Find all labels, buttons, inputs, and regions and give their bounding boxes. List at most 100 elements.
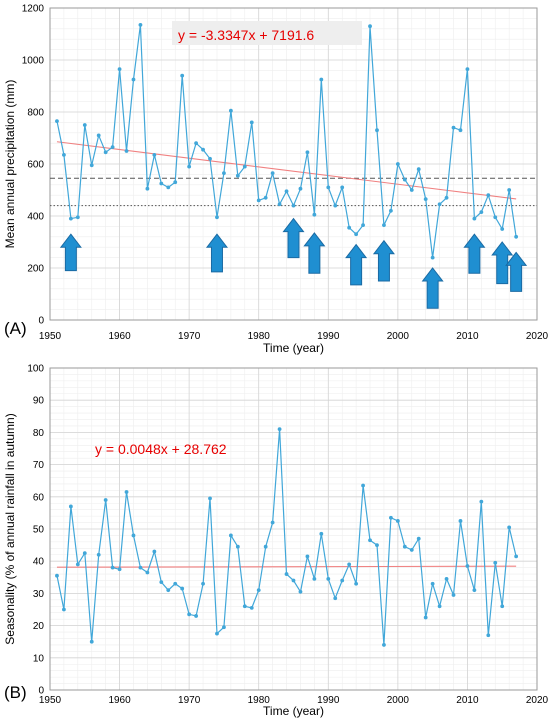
data-point (68, 216, 73, 221)
x-tick-label: 1990 (317, 695, 340, 706)
data-point (96, 133, 101, 138)
data-point (312, 212, 317, 217)
up-arrow-icon (282, 217, 305, 259)
data-point (277, 202, 282, 207)
data-point (500, 604, 505, 609)
y-tick-label: 30 (33, 589, 45, 600)
y-tick-label: 20 (33, 621, 45, 632)
data-point (507, 188, 512, 192)
data-point (110, 565, 115, 570)
y-axis-label: Seasonality (% of annual rainfall in aut… (3, 413, 17, 644)
data-point (416, 167, 421, 172)
x-tick-label: 2010 (456, 695, 479, 706)
data-point (305, 554, 310, 559)
equation-box (172, 21, 362, 45)
data-point (409, 188, 414, 192)
data-point (437, 202, 442, 207)
data-point (270, 171, 275, 176)
data-point (409, 548, 414, 552)
up-arrow-icon (505, 251, 528, 292)
data-point (291, 203, 296, 208)
y-tick-label: 80 (33, 428, 45, 439)
x-tick-label: 2020 (526, 331, 549, 342)
up-arrow-icon (463, 233, 486, 274)
panel-label: (B) (4, 683, 27, 702)
x-tick-label: 2010 (456, 331, 479, 342)
data-point (215, 631, 219, 636)
data-point (472, 216, 477, 221)
x-tick-label: 1970 (178, 331, 201, 342)
data-point (249, 605, 254, 610)
data-point (382, 643, 386, 647)
data-point (326, 577, 331, 581)
x-tick-label: 2000 (387, 331, 410, 342)
y-tick-label: 1200 (22, 4, 45, 15)
data-point (96, 552, 101, 557)
data-point (228, 108, 233, 113)
data-point (458, 128, 463, 133)
data-point (263, 544, 268, 549)
data-point (298, 589, 303, 594)
data-point (138, 23, 143, 27)
data-point (208, 156, 212, 161)
data-point (131, 533, 136, 538)
data-point (444, 577, 449, 581)
x-axis-label: Time (year) (263, 341, 324, 355)
trend-equation: y = 0.0048x + 28.762 (95, 441, 227, 457)
data-point (430, 581, 435, 586)
up-arrow-icon (59, 233, 82, 272)
data-point (514, 234, 519, 239)
data-point (333, 203, 338, 208)
data-point (263, 195, 268, 200)
data-point (208, 496, 212, 501)
data-point (368, 24, 372, 29)
data-point (389, 208, 393, 213)
data-point (117, 67, 122, 71)
data-point (82, 123, 87, 127)
data-point (103, 150, 108, 155)
data-point (479, 499, 484, 504)
data-point (201, 581, 205, 586)
data-point (368, 538, 372, 543)
data-point (159, 181, 164, 186)
y-axis-label: Mean annual precipitation (mm) (3, 80, 17, 249)
up-arrow-icon (421, 267, 444, 309)
x-tick-label: 1980 (248, 331, 271, 342)
data-point (319, 531, 324, 536)
x-tick-label: 1960 (108, 331, 131, 342)
data-point (361, 483, 365, 488)
data-point (347, 225, 352, 230)
data-point (55, 119, 59, 123)
data-point (124, 149, 129, 153)
data-point (89, 163, 94, 168)
data-point (395, 519, 400, 523)
data-point (444, 195, 449, 200)
data-point (493, 560, 498, 565)
data-point (375, 543, 379, 547)
data-point (375, 128, 379, 133)
data-point (500, 227, 505, 231)
data-point (305, 150, 310, 155)
grid (49, 367, 538, 691)
data-point (228, 533, 233, 538)
y-tick-label: 1000 (22, 56, 45, 67)
data-point (180, 73, 185, 78)
data-point (138, 565, 143, 570)
data-point (187, 612, 192, 617)
data-point (215, 215, 219, 220)
data-point (514, 554, 519, 559)
data-point (347, 562, 352, 567)
data-point (354, 581, 359, 586)
data-point (152, 549, 157, 554)
data-point (89, 639, 94, 644)
up-arrow-icon (205, 233, 228, 273)
data-point (222, 171, 226, 176)
data-point (55, 573, 59, 578)
up-arrow-icon (303, 232, 326, 274)
data-point (458, 519, 463, 523)
up-arrow-icon (491, 241, 514, 285)
data-point (326, 185, 331, 190)
x-tick-label: 1980 (248, 695, 271, 706)
data-point (291, 578, 296, 583)
